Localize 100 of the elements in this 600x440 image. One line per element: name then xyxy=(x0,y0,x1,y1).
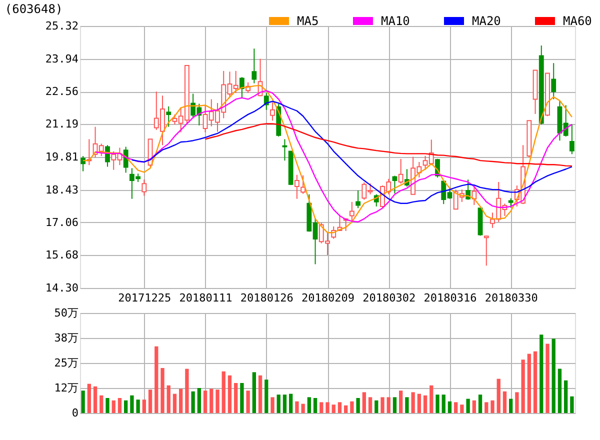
x-tick-label: 20180111 xyxy=(179,292,232,304)
bar xyxy=(490,400,494,413)
bar xyxy=(399,390,403,413)
x-tick-label: 20180316 xyxy=(424,292,477,304)
bar xyxy=(106,398,110,413)
bar xyxy=(136,400,140,413)
y-tick-label: 0 xyxy=(72,406,78,420)
bar xyxy=(282,394,287,413)
bar xyxy=(185,368,189,413)
candlestick xyxy=(80,156,86,172)
bar xyxy=(356,398,360,413)
bar xyxy=(142,400,146,413)
bar xyxy=(552,338,556,413)
bar xyxy=(533,351,538,413)
bar xyxy=(374,400,378,413)
candlestick xyxy=(349,201,354,222)
y-tick-label: 17.06 xyxy=(45,216,78,229)
bar xyxy=(430,385,434,413)
bar xyxy=(368,397,372,413)
bar xyxy=(81,390,85,413)
bar xyxy=(301,404,305,413)
bar xyxy=(234,383,238,413)
candlestick xyxy=(142,179,147,196)
bar xyxy=(240,383,244,413)
bar xyxy=(448,401,452,413)
bar xyxy=(460,404,464,413)
line-series xyxy=(204,123,573,167)
bar xyxy=(307,397,311,413)
bar xyxy=(222,371,226,413)
bar xyxy=(521,360,525,413)
y-tick-label: 25万 xyxy=(54,356,78,370)
bar xyxy=(496,378,500,413)
x-tick-label: 20180302 xyxy=(362,292,416,304)
bar xyxy=(344,405,348,413)
bar xyxy=(527,354,531,413)
bar xyxy=(417,394,421,413)
bar xyxy=(172,394,177,413)
bar xyxy=(405,397,409,413)
bar xyxy=(289,394,293,413)
bar xyxy=(392,397,397,413)
candlestick xyxy=(392,175,398,194)
bar xyxy=(228,375,232,413)
bar xyxy=(564,380,568,413)
bar xyxy=(203,390,208,413)
legend-label: MA10 xyxy=(381,14,410,28)
bar xyxy=(264,380,268,413)
bar xyxy=(478,394,482,413)
bar xyxy=(179,388,183,413)
bar xyxy=(160,368,164,413)
bar xyxy=(124,400,128,413)
bar xyxy=(100,395,104,413)
x-tick-label: 20180209 xyxy=(302,292,354,304)
bar xyxy=(423,395,428,413)
candlestick xyxy=(551,62,556,100)
y-tick-label: 22.56 xyxy=(45,85,78,98)
bar xyxy=(540,334,544,413)
bar xyxy=(442,394,446,413)
y-tick-label: 50万 xyxy=(54,306,78,320)
y-tick-label: 21.19 xyxy=(45,118,78,131)
bar xyxy=(252,372,256,413)
bar xyxy=(570,396,574,413)
candlestick xyxy=(252,48,257,84)
candlestick xyxy=(398,158,404,184)
y-tick-label: 12万 xyxy=(54,382,78,394)
bar xyxy=(472,400,476,413)
bar xyxy=(362,392,366,413)
y-tick-label: 19.81 xyxy=(45,150,78,164)
bar xyxy=(502,391,507,413)
bar xyxy=(191,391,195,413)
bar xyxy=(216,390,220,413)
bar xyxy=(93,386,98,413)
bar xyxy=(148,390,152,413)
y-tick-label: 23.94 xyxy=(45,52,79,66)
bar xyxy=(515,392,519,413)
candlestick xyxy=(356,190,361,209)
y-tick-label: 15.68 xyxy=(45,248,78,262)
bar xyxy=(246,390,250,413)
bar xyxy=(484,402,488,413)
candlestick xyxy=(569,124,574,155)
legend-label: MA60 xyxy=(563,14,592,28)
legend-label: MA20 xyxy=(472,14,501,28)
candlestick xyxy=(239,76,244,98)
bar xyxy=(320,402,324,413)
bar xyxy=(380,397,384,413)
y-tick-label: 38万 xyxy=(54,332,78,344)
candlestick xyxy=(484,235,489,266)
x-tick-label: 20180330 xyxy=(484,292,538,304)
bar xyxy=(112,400,116,413)
bar xyxy=(130,395,134,413)
bar xyxy=(558,368,562,413)
candlestick xyxy=(282,138,288,162)
candlestick xyxy=(270,102,275,122)
bar xyxy=(332,404,336,413)
bar xyxy=(436,394,440,413)
y-tick-label: 18.43 xyxy=(45,183,78,196)
bar xyxy=(411,392,415,413)
y-tick-label: 14.30 xyxy=(45,282,78,294)
candlestick xyxy=(123,146,128,174)
candlestick xyxy=(166,106,172,128)
legend-label: MA5 xyxy=(297,14,319,28)
